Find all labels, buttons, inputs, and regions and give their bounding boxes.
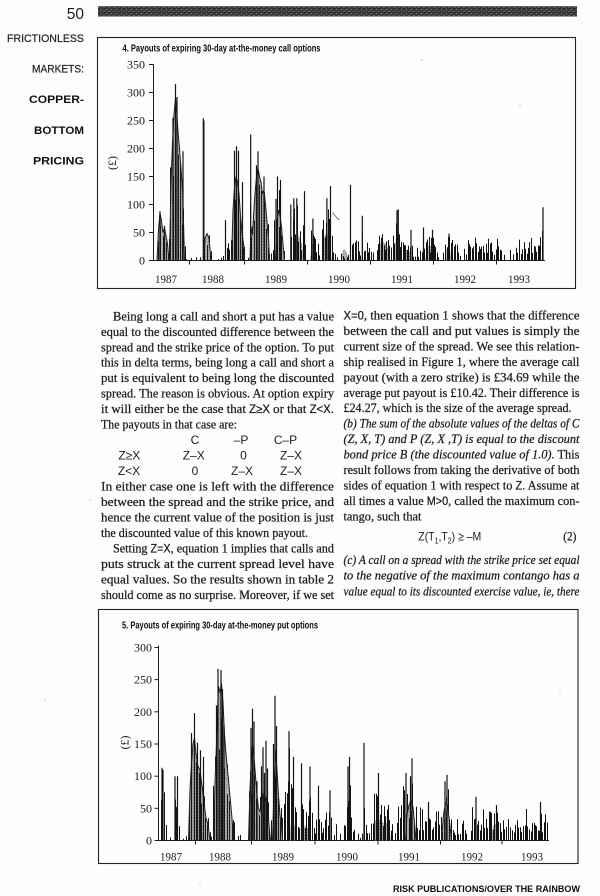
svg-text:this in delta terms, being lon: this in delta terms, being long a call a… [101,355,334,370]
svg-text:between the call and put value: between the call and put values is simpl… [344,323,580,338]
svg-text:Z–X: Z–X [280,464,302,478]
svg-text:The payouts in that case are:: The payouts in that case are: [101,417,237,432]
svg-text:250: 250 [127,114,145,128]
svg-text:Z(T1,T2) ≥ –M: Z(T1,T2) ≥ –M [418,530,481,546]
svg-text:FRICTIONLESS: FRICTIONLESS [7,33,84,45]
svg-text:to the negative of the maximum: to the negative of the maximum contango … [344,568,580,583]
svg-text:1990: 1990 [336,852,358,864]
svg-text:1991: 1991 [391,274,413,286]
svg-text:4. Payouts of expiring 30-day: 4. Payouts of expiring 30-day at-the-mon… [123,43,321,55]
svg-text:hence the current value of the: hence the current value of the position … [101,510,334,525]
svg-text:Z<X: Z<X [118,464,140,478]
svg-text:1993: 1993 [508,274,530,286]
svg-text:200: 200 [127,142,145,156]
svg-text:300: 300 [127,86,145,100]
svg-text:between the spread and the str: between the spread and the strike price,… [101,494,335,509]
svg-text:all times a value M>0, called: all times a value M>0, called the maximu… [344,493,580,508]
svg-text:Being long a call and short a: Being long a call and short a put has a … [113,308,334,323]
svg-text:bond price B (the discounted v: bond price B (the discounted value of 1.… [344,447,580,462]
svg-text:1987: 1987 [155,274,177,286]
svg-text:200: 200 [134,705,152,719]
svg-text:1989: 1989 [272,852,294,864]
svg-text:sides of equation 1 with respe: sides of equation 1 with respect to Z. A… [344,477,580,492]
svg-text:should come as no surprise. Mo: should come as no surprise. Moreover, if… [101,587,334,602]
svg-text:50: 50 [67,6,85,23]
svg-text:0: 0 [192,464,199,478]
svg-text:equal values. So the results s: equal values. So the results shown in ta… [101,572,334,587]
svg-text:C: C [191,433,200,447]
svg-text:(Z, X, T) and P (Z, X ,T) is e: (Z, X, T) and P (Z, X ,T) is equal to th… [344,431,580,446]
svg-text:it will either be the case tha: it will either be the case that Z≥X or t… [101,401,334,416]
svg-text:1992: 1992 [454,274,476,286]
svg-text:0: 0 [146,834,152,848]
svg-text:puts struck at the current spr: puts struck at the current spread level … [101,556,334,571]
svg-text:50: 50 [133,226,145,240]
svg-text:X=0, then equation 1 shows tha: X=0, then equation 1 shows that the diff… [344,308,580,323]
svg-text:1988: 1988 [202,274,224,286]
svg-text:1989: 1989 [265,274,287,286]
svg-text:£24.27, which is the size of t: £24.27, which is the size of the average… [344,400,572,415]
svg-text:current size of the spread. We: current size of the spread. We see this … [344,338,580,353]
svg-text:5. Payouts of expiring 30-day: 5. Payouts of expiring 30-day at-the-mon… [122,620,318,632]
svg-text:1992: 1992 [461,852,483,864]
svg-text:300: 300 [134,641,152,655]
svg-text:In either case one is left wit: In either case one is left with the diff… [101,479,334,494]
svg-text:PRICING: PRICING [33,155,84,167]
svg-text:payout (with a zero strike) is: payout (with a zero strike) is £34.69 wh… [344,369,580,384]
svg-text:Z–X: Z–X [231,464,253,478]
svg-text:Setting Z=X, equation 1 implie: Setting Z=X, equation 1 implies that cal… [113,541,334,556]
svg-text:ship realised in Figure 1, whe: ship realised in Figure 1, where the ave… [344,354,580,369]
svg-text:1990: 1990 [328,274,350,286]
svg-text:put is equivalent to being lon: put is equivalent to being long the disc… [101,370,334,385]
svg-text:50: 50 [140,801,152,815]
svg-text:the discounted value of this k: the discounted value of this known payou… [101,525,308,540]
svg-text:equal to the discounted differ: equal to the discounted difference betwe… [101,324,334,339]
svg-text:Z–X: Z–X [280,449,302,463]
svg-text:100: 100 [134,769,152,783]
svg-text:0: 0 [139,254,145,268]
svg-text:C–P: C–P [274,433,297,447]
svg-text:BOTTOM: BOTTOM [34,125,84,137]
svg-text:Z≥X: Z≥X [118,449,140,463]
svg-text:RISK PUBLICATIONS/OVER THE RAI: RISK PUBLICATIONS/OVER THE RAINBOW [393,884,580,895]
svg-text:1988: 1988 [209,852,231,864]
svg-text:1987: 1987 [160,852,182,864]
svg-text:tango, such that: tango, such that [344,508,422,523]
svg-text:spread and the strike price of: spread and the strike price of the optio… [101,339,334,354]
svg-text:COPPER-: COPPER- [29,94,84,106]
svg-text:150: 150 [127,170,145,184]
svg-text:spread. The reason is obvious.: spread. The reason is obvious. At option… [101,386,334,401]
svg-text:1993: 1993 [521,852,543,864]
svg-text:250: 250 [134,673,152,687]
svg-text:MARKETS:: MARKETS: [32,64,84,76]
svg-text:value equal to its discounted: value equal to its discounted exercise v… [344,583,580,598]
svg-text:(2): (2) [563,529,576,544]
svg-text:(£): (£) [118,736,132,750]
svg-text:150: 150 [134,737,152,751]
svg-text:average put payout is £10.42.: average put payout is £10.42. Their diff… [344,385,580,400]
svg-text:(b) The sum of the absolute va: (b) The sum of the absolute values of th… [344,416,580,431]
svg-text:–P: –P [234,433,249,447]
svg-text:(c) A call on a spread with th: (c) A call on a spread with the strike p… [344,552,580,567]
svg-text:0: 0 [240,449,247,463]
svg-text:result follows from taking the: result follows from taking the derivativ… [344,462,580,477]
svg-text:1991: 1991 [398,852,420,864]
svg-text:100: 100 [127,198,145,212]
svg-text:(£): (£) [105,156,119,170]
svg-text:Z–X: Z–X [183,449,205,463]
svg-text:350: 350 [127,58,145,72]
